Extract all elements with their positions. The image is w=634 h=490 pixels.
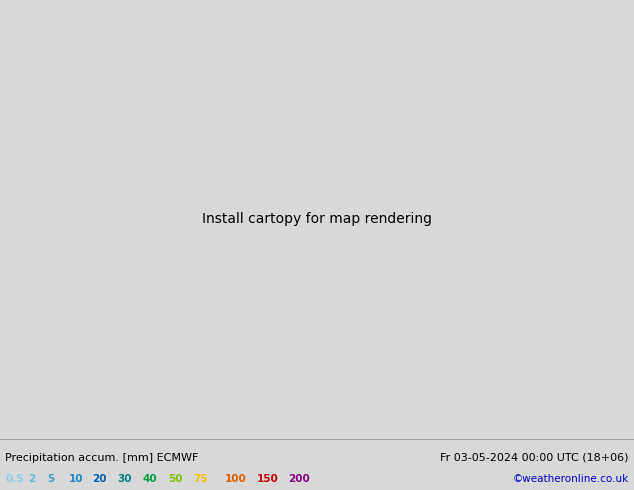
Text: 50: 50 bbox=[168, 474, 183, 484]
Text: 20: 20 bbox=[92, 474, 107, 484]
Text: 150: 150 bbox=[257, 474, 278, 484]
Text: 40: 40 bbox=[143, 474, 157, 484]
Text: Precipitation accum. [mm] ECMWF: Precipitation accum. [mm] ECMWF bbox=[5, 453, 198, 463]
Text: 10: 10 bbox=[68, 474, 83, 484]
Text: 75: 75 bbox=[193, 474, 208, 484]
Text: 5: 5 bbox=[48, 474, 55, 484]
Text: ©weatheronline.co.uk: ©weatheronline.co.uk bbox=[513, 474, 629, 484]
Text: Fr 03-05-2024 00:00 UTC (18+06): Fr 03-05-2024 00:00 UTC (18+06) bbox=[441, 453, 629, 463]
Text: 2: 2 bbox=[29, 474, 36, 484]
Text: 30: 30 bbox=[117, 474, 132, 484]
Text: 200: 200 bbox=[288, 474, 310, 484]
Text: Install cartopy for map rendering: Install cartopy for map rendering bbox=[202, 212, 432, 226]
Text: 100: 100 bbox=[225, 474, 247, 484]
Text: 0.5: 0.5 bbox=[5, 474, 23, 484]
